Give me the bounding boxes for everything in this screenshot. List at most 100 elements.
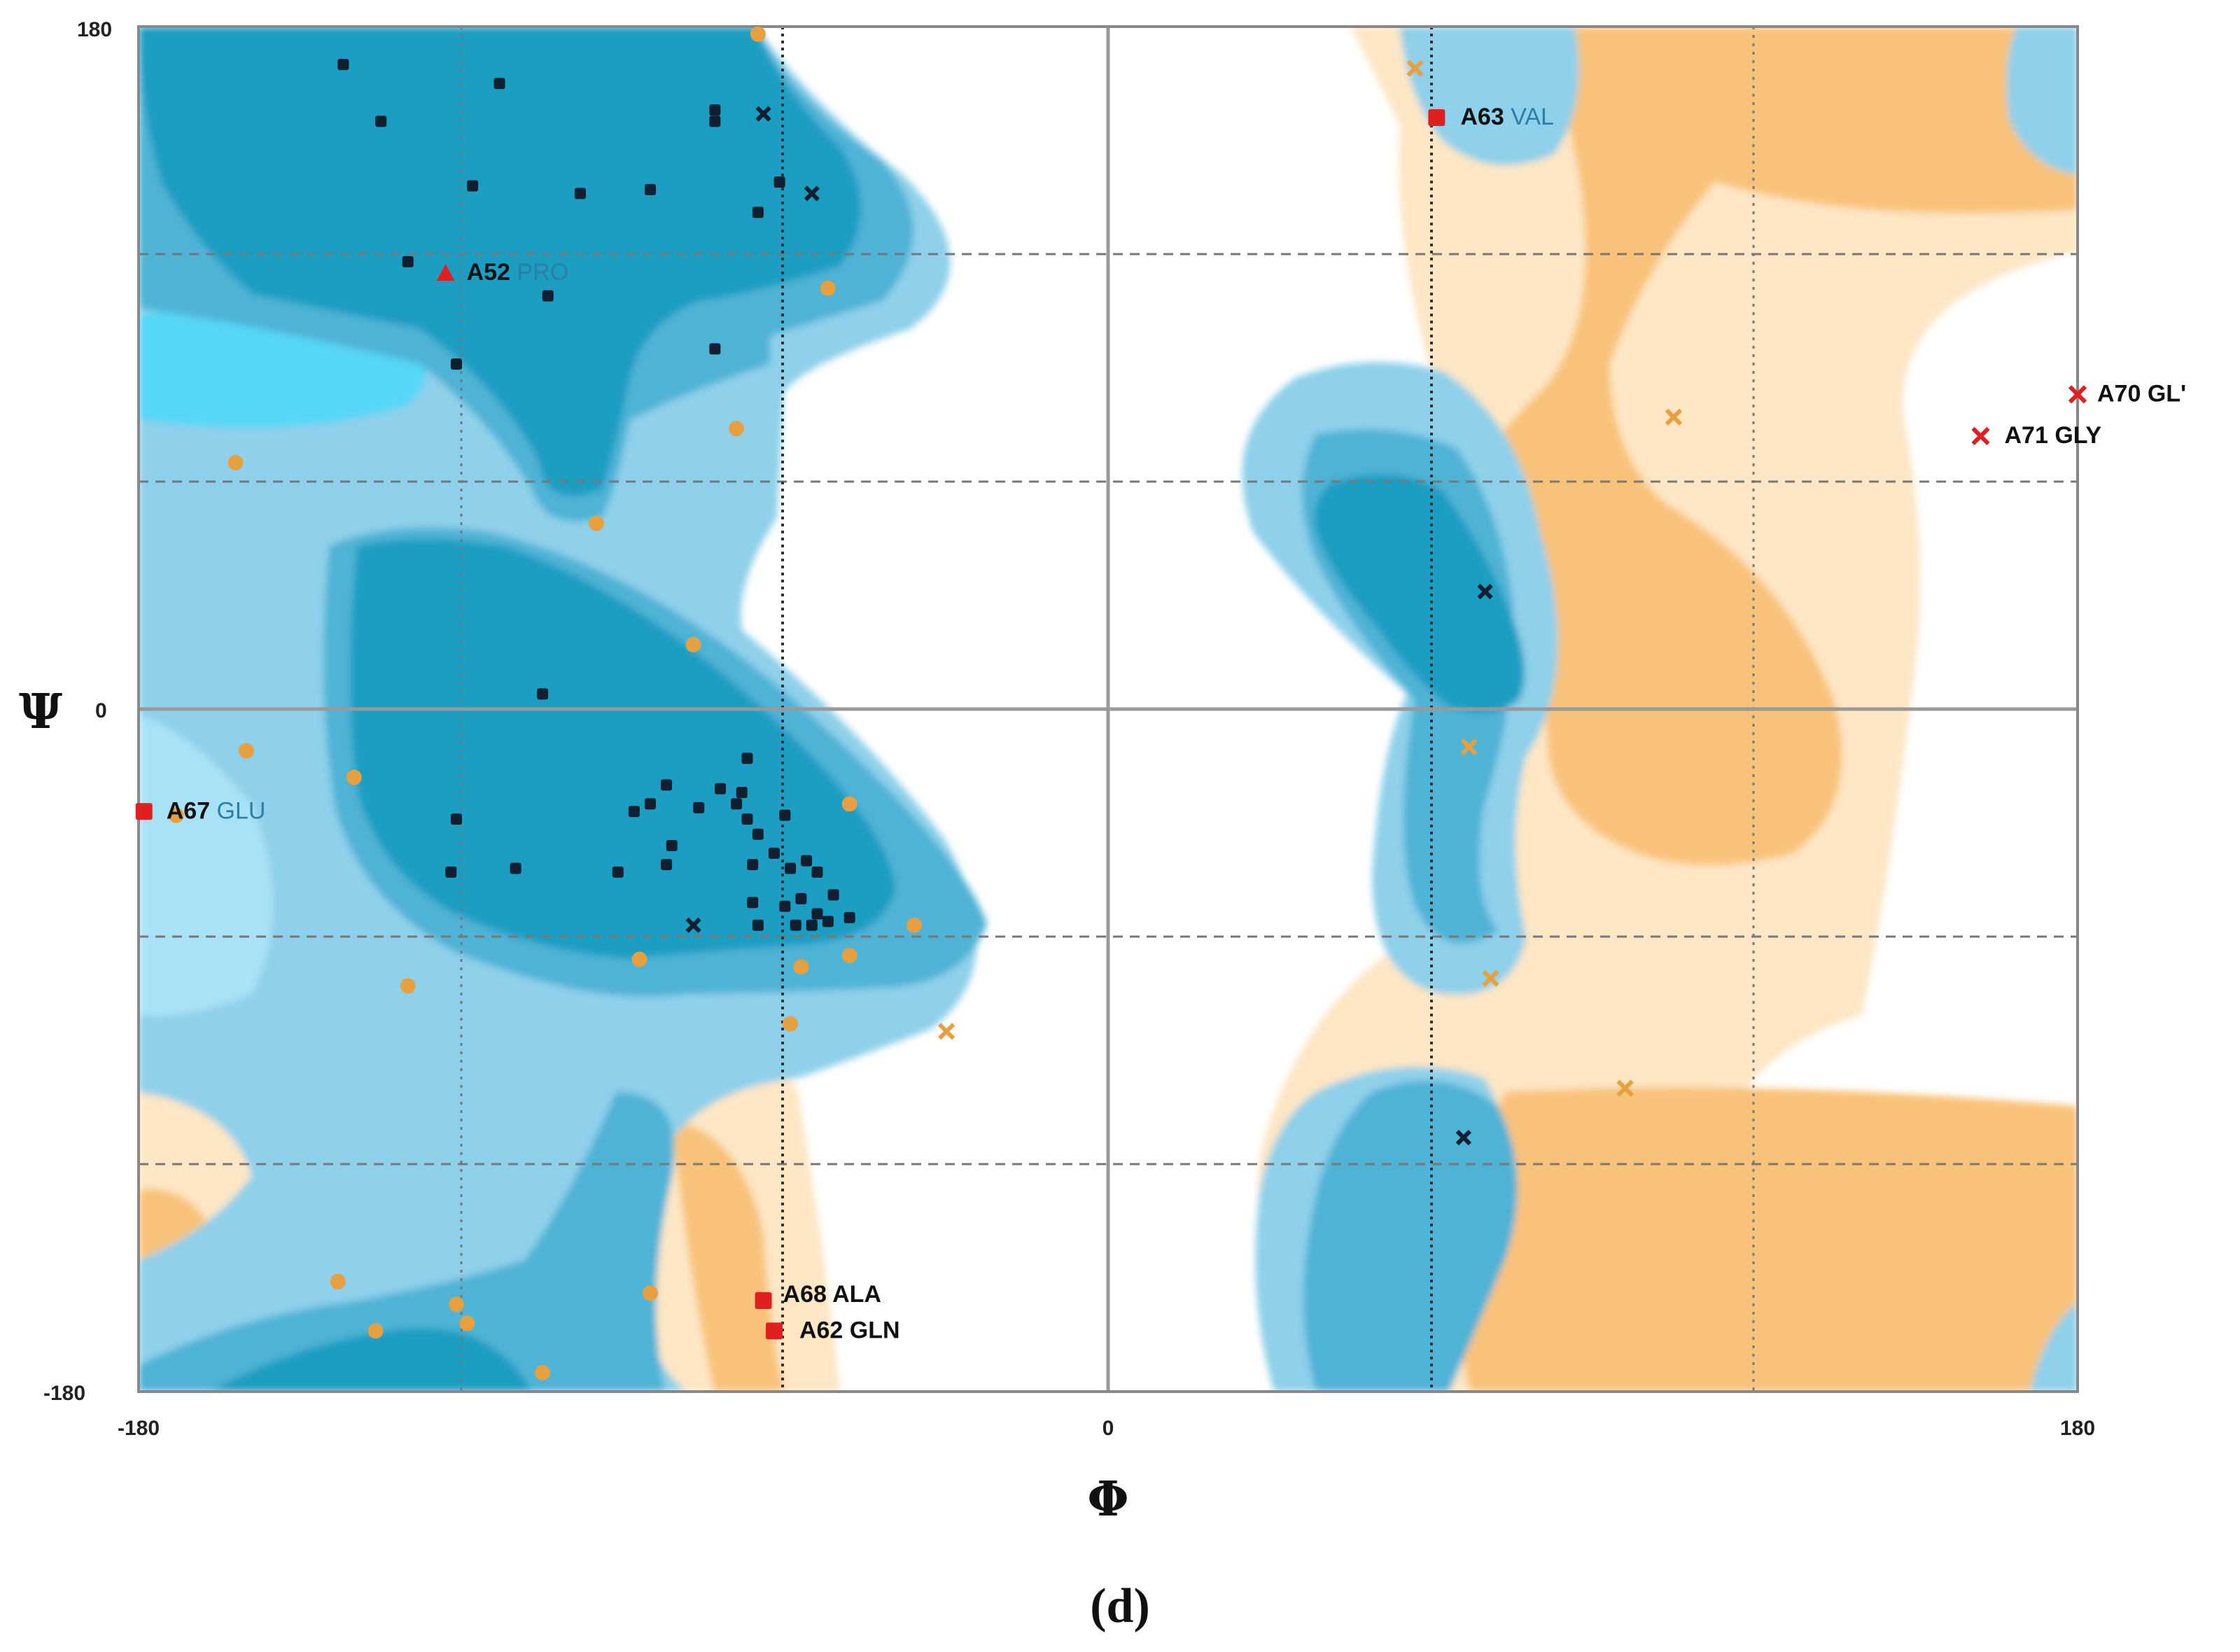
- glycine-point-cross-stroke-b: [1616, 1079, 1634, 1097]
- favoured-core-beta: [139, 27, 861, 496]
- outlier-label: A71 GLY: [2005, 422, 2102, 449]
- residue-point: [827, 889, 839, 901]
- allowed-region-left-lower: [139, 714, 273, 1016]
- residue-point-cross-stroke-b: [1455, 1129, 1471, 1146]
- outlier-label: A62 GLN: [799, 1317, 900, 1343]
- outlier-label-code: A70: [2097, 380, 2148, 407]
- glycine-point-cross-stroke-b: [1406, 59, 1424, 77]
- glycine-point: [227, 454, 244, 470]
- residue-point: [779, 809, 791, 821]
- outlier-point: [436, 264, 455, 281]
- glycine-point: [841, 796, 858, 812]
- x-tick-label-right: 180: [2060, 1417, 2095, 1440]
- residue-point: [779, 900, 791, 912]
- favoured-region-lower: [139, 1092, 675, 1392]
- residue-point: [612, 866, 624, 878]
- glycine-point-cross-stroke-b: [1460, 738, 1478, 756]
- glycine-point-cross-stroke-b: [938, 1023, 955, 1040]
- residue-point: [450, 358, 462, 370]
- outlier-label-residue: GLN: [850, 1317, 900, 1343]
- glycine-point-cross: [1616, 1079, 1634, 1097]
- panel-label-text: (d): [1090, 1579, 1150, 1633]
- glycine-point: [793, 959, 809, 975]
- glycine-point: [346, 769, 362, 785]
- residue-point: [736, 787, 748, 799]
- outlier-label: A68 ALA: [783, 1281, 881, 1308]
- outlier-label-residue: GLY: [2054, 422, 2101, 449]
- glycine-point: [729, 421, 745, 437]
- glycine-point: [685, 636, 701, 652]
- x-tick-label-mid: 0: [1102, 1417, 1114, 1440]
- residue-point-cross-stroke-b: [804, 186, 820, 202]
- residue-point: [375, 115, 387, 127]
- residue-point: [752, 828, 764, 840]
- glycine-point: [330, 1273, 346, 1289]
- glycine-core-region: [1461, 27, 2078, 865]
- glycine-point: [459, 1315, 475, 1331]
- residue-point: [774, 176, 785, 188]
- favoured-core-lower: [210, 1327, 532, 1392]
- outlier-point: [2068, 385, 2087, 404]
- outlier-point: [1971, 426, 1990, 446]
- glycine-point: [841, 948, 858, 964]
- residue-point: [693, 802, 705, 813]
- outlier-point: [1428, 109, 1446, 126]
- outlier-label-residue: ALA: [832, 1281, 881, 1308]
- residue-point: [666, 840, 678, 851]
- residue-point: [752, 919, 764, 931]
- outlier-label: A67 GLU: [167, 797, 266, 824]
- y-axis-label: Ψ: [19, 684, 62, 740]
- glycine-core-mid: [672, 1120, 784, 1392]
- allowed-region-edge-right: [2006, 27, 2078, 175]
- residue-point: [402, 255, 414, 267]
- x-tick-label-left: -180: [118, 1417, 160, 1440]
- residue-point: [574, 188, 586, 200]
- residue-point: [542, 290, 554, 302]
- glycine-point-cross: [1406, 59, 1424, 77]
- residue-point-cross-stroke-b: [755, 106, 771, 122]
- glycine-point: [631, 951, 648, 967]
- outlier-label-code: A63: [1460, 104, 1511, 130]
- residue-point-cross: [1455, 1129, 1471, 1146]
- outlier-label-code: A68: [783, 1281, 833, 1308]
- outlier-label-code: A67: [167, 797, 217, 824]
- residue-point: [467, 180, 479, 192]
- data-points: [135, 26, 2087, 1380]
- x-tick-labels: -180 0 180: [118, 1417, 2095, 1440]
- residue-point: [752, 206, 764, 218]
- residue-point: [510, 862, 522, 874]
- favoured-core-alpha: [350, 539, 896, 959]
- glycine-point: [535, 1364, 551, 1380]
- residue-point: [811, 908, 823, 920]
- residue-point: [801, 855, 813, 867]
- residue-point: [785, 862, 797, 874]
- x-axis-label: Φ: [1087, 1471, 1128, 1527]
- residue-point-cross: [1477, 583, 1493, 600]
- glycine-core-lower: [1458, 1087, 2078, 1392]
- glycine-point: [238, 743, 254, 759]
- y-tick-label-top: 180: [77, 18, 112, 41]
- residue-point: [747, 859, 759, 871]
- residue-point: [822, 916, 834, 927]
- residue-point: [715, 783, 726, 794]
- outlier-labels: A52 PRO A63 VAL A70 GL' A71 GLY A67 GLU A68 A…: [167, 104, 2186, 1343]
- residue-point: [806, 919, 818, 931]
- residue-point: [741, 752, 753, 764]
- y-tick-label-mid: 0: [95, 699, 107, 722]
- residue-point: [661, 859, 673, 871]
- residue-point: [661, 779, 673, 791]
- favoured-core-lhelix: [1314, 474, 1525, 713]
- residue-point-cross-stroke-b: [685, 917, 701, 933]
- residue-point-cross: [755, 106, 771, 122]
- allowed-region-top-right: [1400, 27, 1579, 165]
- outlier-point: [755, 1292, 772, 1309]
- glycine-point-cross: [938, 1023, 955, 1040]
- glycine-point-cross: [1460, 738, 1478, 756]
- outlier-point-stroke-b: [1971, 426, 1990, 446]
- residue-point: [628, 806, 640, 818]
- glycine-point: [168, 807, 184, 823]
- outlier-label-residue: PRO: [517, 259, 568, 286]
- outlier-label-code: A71: [2005, 422, 2055, 449]
- outlier-label-code: A52: [467, 259, 517, 286]
